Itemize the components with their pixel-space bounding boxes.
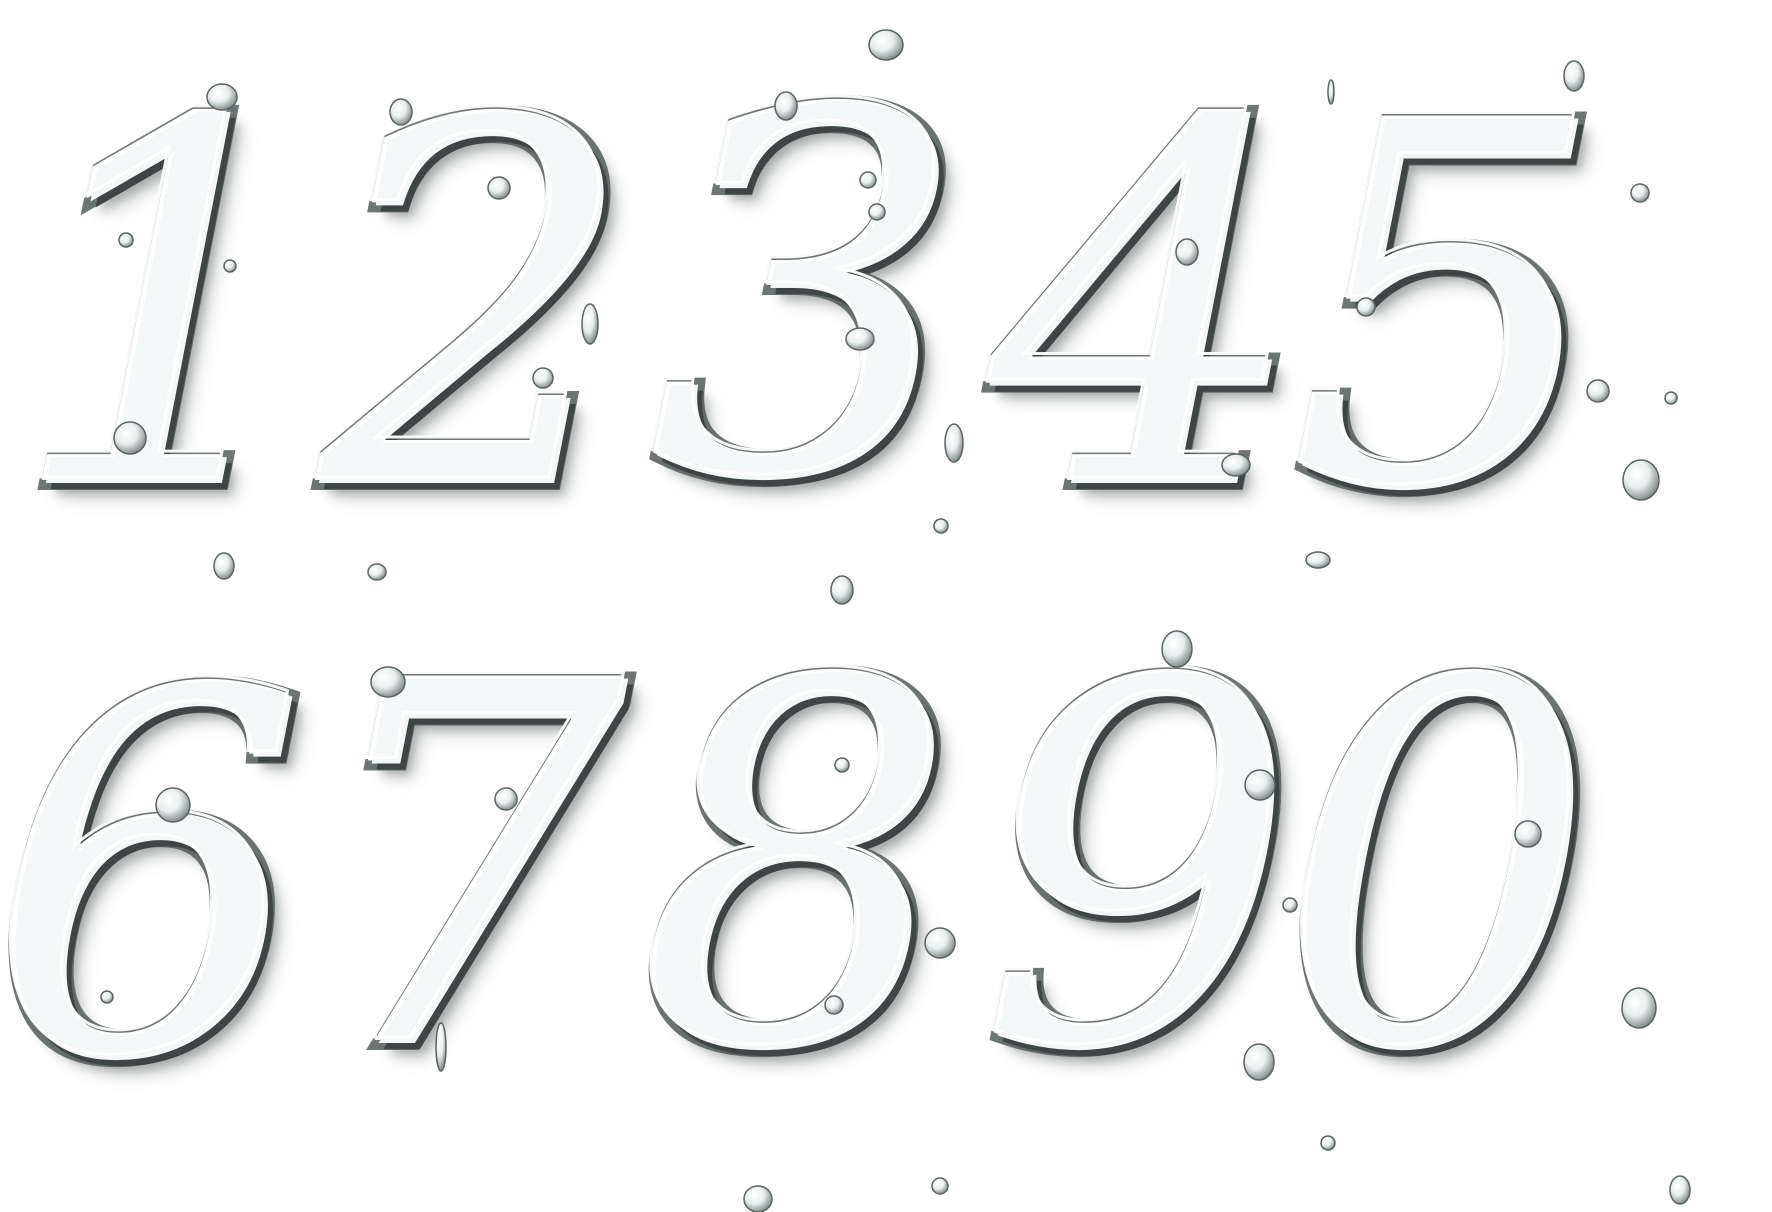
digit-glyph: 7 [304, 579, 636, 1161]
digit-two: 2 2 [314, 40, 646, 580]
droplet [1669, 1175, 1691, 1205]
droplet [1630, 183, 1650, 203]
digit-glyph: 3 [644, 9, 976, 591]
digit-glyph: 0 [1274, 579, 1606, 1161]
droplet [1621, 987, 1657, 1029]
digit-glyph: 4 [984, 19, 1316, 601]
digit-glyph: 9 [974, 579, 1306, 1161]
digit-highlight: 3 [644, 3, 965, 585]
digit-nine: 9 9 [974, 579, 1306, 1161]
droplet [931, 1177, 949, 1195]
digit-eight: 8 8 [634, 579, 966, 1161]
digit-highlight: 6 [0, 583, 306, 1165]
droplet [743, 1185, 773, 1212]
digit-highlight: 7 [304, 573, 625, 1155]
digit-highlight: 4 [984, 13, 1305, 595]
digit-glyph: 8 [634, 579, 966, 1161]
digit-seven: 7 7 [304, 579, 636, 1161]
digit-highlight: 9 [974, 573, 1295, 1155]
digit-highlight: 1 [4, 13, 325, 595]
digit-highlight: 2 [314, 13, 635, 595]
digit-zero: 0 0 [1274, 579, 1606, 1161]
digit-three: 3 3 [644, 9, 976, 591]
droplet [1622, 459, 1660, 501]
digit-six: 6 6 [0, 589, 316, 1171]
digit-glyph: 5 [1284, 19, 1616, 601]
digit-four: 4 4 [984, 19, 1316, 601]
digit-highlight: 5 [1284, 13, 1605, 595]
digit-glyph: 1 [4, 19, 336, 601]
droplet [1664, 391, 1678, 405]
digit-highlight: 0 [1274, 573, 1595, 1155]
digit-highlight: 8 [634, 573, 955, 1155]
digit-glyph: 6 [0, 589, 316, 1171]
digit-one: 1 1 [4, 19, 336, 601]
digit-five: 5 5 [1284, 19, 1616, 601]
